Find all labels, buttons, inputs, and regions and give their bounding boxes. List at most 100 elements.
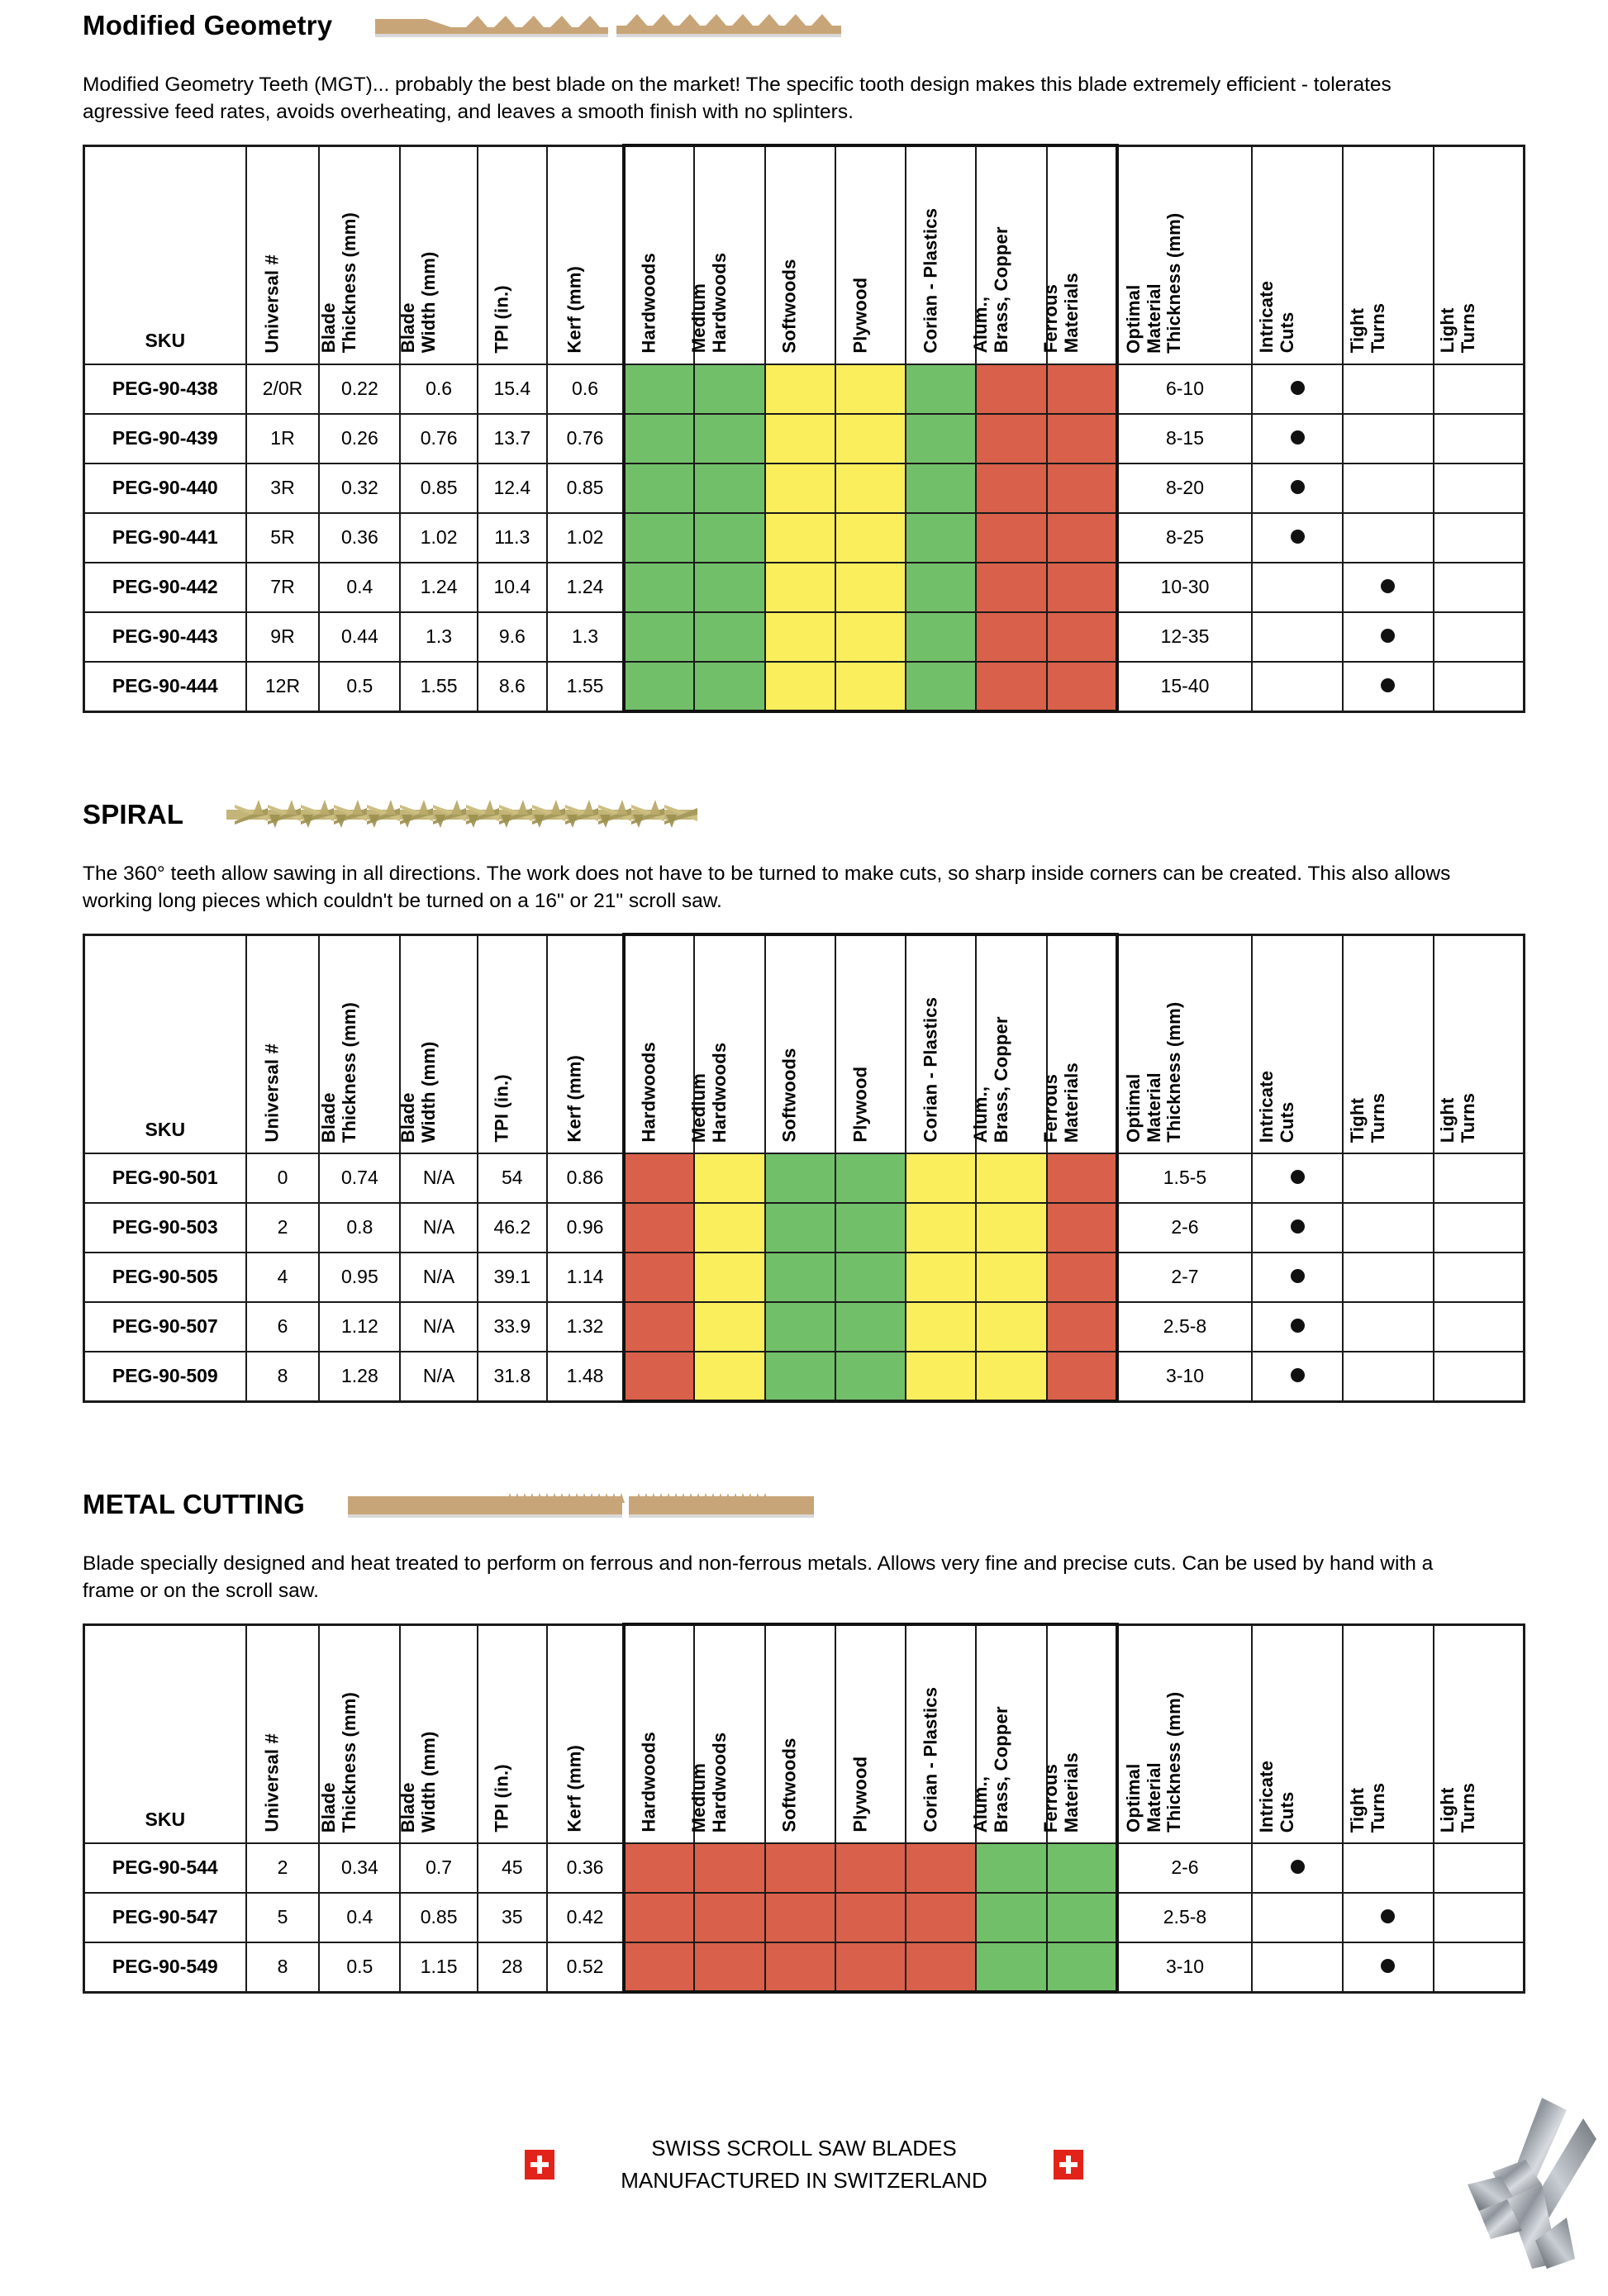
cell-universal: 9R — [245, 611, 321, 663]
column-header-alum-brass-copper: Alum., Brass, Copper — [970, 144, 1048, 365]
cell-tight-turns — [1341, 1251, 1434, 1303]
section-description: The 360° teeth allow sawing in all direc… — [83, 863, 1451, 913]
footer-line-1: SWISS SCROLL SAW BLADES — [651, 2136, 957, 2161]
cell-material-rating — [764, 1251, 836, 1303]
column-header-medium-hardwoods-label: Medium Hardwoods — [687, 253, 730, 354]
column-header-tpi-label: TPI (in.) — [491, 1074, 512, 1143]
column-header-light-turns: Light Turns — [1432, 145, 1525, 365]
filled-dot-icon — [1290, 1319, 1305, 1333]
cell-material-rating — [622, 561, 696, 613]
column-header-intricate-cuts: Intricate Cuts — [1251, 145, 1344, 365]
column-header-alum-brass-copper-label: Alum., Brass, Copper — [969, 1705, 1011, 1833]
cell-material-rating — [1045, 1941, 1119, 1994]
cell-material-rating — [905, 1300, 978, 1352]
cell-blade-width: 1.3 — [399, 611, 478, 663]
cell-material-rating — [1045, 1842, 1119, 1894]
column-header-tight-turns: Tight Turns — [1341, 145, 1434, 365]
cell-blade-width: 0.76 — [399, 412, 478, 464]
cell-optimal-thickness: 8-20 — [1116, 462, 1254, 514]
column-header-light-turns-label: Light Turns — [1437, 1782, 1478, 1833]
cell-universal: 3R — [245, 462, 321, 514]
cell-material-rating — [693, 660, 766, 714]
cell-optimal-thickness: 2-7 — [1116, 1251, 1254, 1303]
table-row: PEG-90-544 2 0.34 0.7 45 0.36 2-6 — [83, 1842, 1525, 1894]
cell-material-rating — [905, 1251, 978, 1303]
cell-tpi: 10.4 — [476, 561, 548, 613]
cell-tight-turns — [1341, 511, 1434, 563]
cell-material-rating — [905, 1891, 978, 1943]
column-header-ferrous-materials: Ferrous Materials — [1039, 144, 1119, 365]
cell-material-rating — [622, 1350, 696, 1404]
cell-tight-turns — [1341, 1891, 1434, 1943]
column-header-softwoods-label: Softwoods — [778, 1737, 800, 1833]
column-header-tight-turns-label: Tight Turns — [1346, 1782, 1388, 1833]
cell-light-turns — [1432, 511, 1525, 563]
cell-kerf: 1.14 — [545, 1251, 626, 1303]
cell-universal: 8 — [245, 1941, 321, 1994]
cell-material-rating — [834, 1842, 907, 1894]
cell-material-rating — [764, 412, 836, 464]
cell-material-rating — [764, 462, 836, 514]
cell-blade-width: 0.85 — [399, 462, 478, 514]
column-header-ferrous-materials-label: Ferrous Materials — [1039, 273, 1082, 354]
cell-material-rating — [975, 412, 1048, 464]
cell-blade-width: 0.85 — [399, 1891, 478, 1943]
cell-material-rating — [834, 363, 907, 415]
footer-center-block: SWISS SCROLL SAW BLADES MANUFACTURED IN … — [0, 2132, 1608, 2197]
pegas-logo-mark — [1443, 2094, 1600, 2271]
cell-intricate-cuts — [1251, 660, 1344, 713]
cell-kerf: 0.85 — [545, 462, 626, 514]
column-header-plywood-label: Plywood — [849, 1756, 870, 1833]
cell-blade-width: 1.55 — [399, 660, 478, 713]
table-row: PEG-90-501 0 0.74 N/A 54 0.86 1.5-5 — [83, 1152, 1525, 1204]
cell-blade-thickness: 0.34 — [318, 1842, 402, 1894]
filled-dot-icon — [1290, 1170, 1305, 1185]
column-header-blade-width-label: Blade Width (mm) — [397, 251, 439, 354]
cell-material-rating — [905, 1941, 978, 1994]
column-header-light-turns-label: Light Turns — [1437, 1092, 1478, 1143]
column-header-medium-hardwoods: Medium Hardwoods — [688, 933, 766, 1154]
filled-dot-icon — [1381, 678, 1396, 693]
cell-universal: 7R — [245, 561, 321, 613]
cell-sku: PEG-90-544 — [83, 1842, 247, 1894]
column-header-optimal-thickness: Optimal Material Thickness (mm) — [1116, 1623, 1254, 1844]
column-header-optimal-thickness: Optimal Material Thickness (mm) — [1116, 145, 1254, 365]
cell-material-rating — [975, 561, 1048, 613]
cell-material-rating — [622, 1891, 696, 1943]
table-row: PEG-90-441 5R 0.36 1.02 11.3 1.02 8-25 — [83, 511, 1525, 563]
cell-material-rating — [1045, 1251, 1119, 1303]
column-header-kerf-label: Kerf (mm) — [564, 265, 585, 354]
column-header-medium-hardwoods: Medium Hardwoods — [688, 144, 766, 365]
cell-material-rating — [764, 1891, 836, 1943]
cell-material-rating — [834, 1201, 907, 1253]
column-header-hardwoods: Hardwoods — [622, 144, 696, 365]
cell-material-rating — [764, 511, 836, 563]
column-header-medium-hardwoods: Medium Hardwoods — [688, 1623, 766, 1844]
cell-light-turns — [1432, 561, 1525, 613]
column-header-hardwoods: Hardwoods — [622, 1623, 696, 1844]
cell-blade-thickness: 0.4 — [318, 561, 402, 613]
column-header-tpi: TPI (in.) — [476, 934, 548, 1154]
cell-material-rating — [622, 611, 696, 663]
filled-dot-icon — [1290, 1219, 1305, 1234]
cell-tight-turns — [1341, 660, 1434, 713]
column-header-kerf: Kerf (mm) — [545, 145, 626, 365]
section-header: METAL CUTTING — [83, 1479, 1525, 1528]
cell-tight-turns — [1341, 363, 1434, 415]
cell-blade-thickness: 0.5 — [318, 1941, 402, 1994]
cell-sku: PEG-90-438 — [83, 363, 247, 415]
cell-material-rating — [622, 363, 696, 415]
column-header-tight-turns-label: Tight Turns — [1346, 303, 1388, 354]
cell-sku: PEG-90-501 — [83, 1152, 247, 1204]
column-header-intricate-cuts-label: Intricate Cuts — [1255, 281, 1297, 354]
cell-intricate-cuts — [1251, 1842, 1344, 1894]
cell-material-rating — [622, 412, 696, 464]
cell-blade-thickness: 0.5 — [318, 660, 402, 713]
cell-optimal-thickness: 3-10 — [1116, 1941, 1254, 1994]
cell-sku: PEG-90-503 — [83, 1201, 247, 1253]
cell-material-rating — [764, 561, 836, 613]
cell-material-rating — [693, 1251, 766, 1303]
column-header-tight-turns: Tight Turns — [1341, 1623, 1434, 1844]
column-header-alum-brass-copper-label: Alum., Brass, Copper — [969, 226, 1011, 354]
